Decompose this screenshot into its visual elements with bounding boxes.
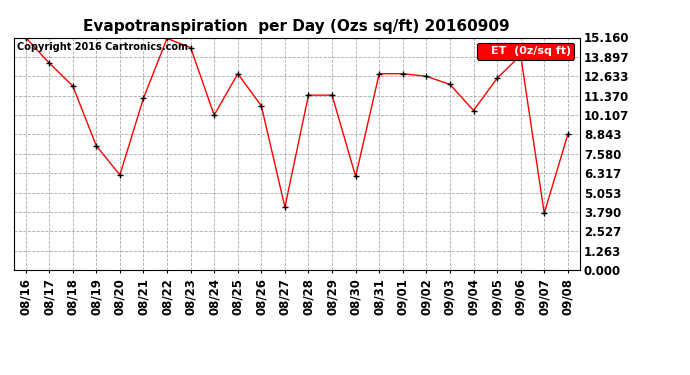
Legend: ET  (0z/sq ft): ET (0z/sq ft) xyxy=(477,43,574,60)
Text: Copyright 2016 Cartronics.com: Copyright 2016 Cartronics.com xyxy=(17,42,188,52)
Title: Evapotranspiration  per Day (Ozs sq/ft) 20160909: Evapotranspiration per Day (Ozs sq/ft) 2… xyxy=(83,18,510,33)
